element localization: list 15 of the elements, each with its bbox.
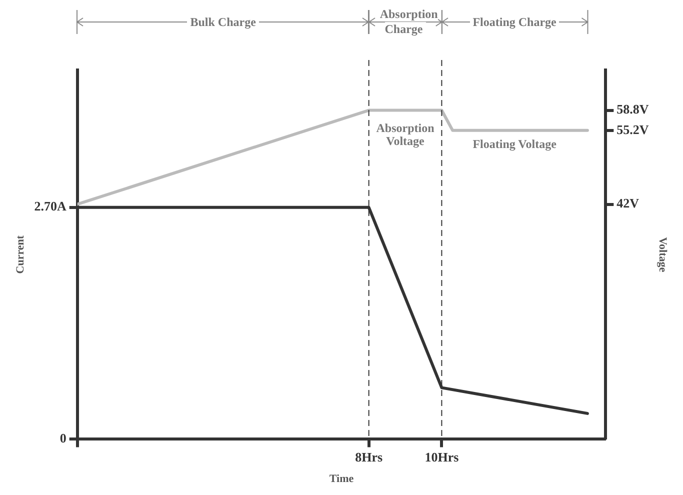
- text: Absorption Charge: [376, 7, 438, 36]
- annotation: Absorption Voltage: [375, 121, 436, 148]
- x-tick-label: 8Hrs: [355, 449, 383, 464]
- y-tick-label: 2.70A: [34, 198, 67, 214]
- y-tick-label: 0: [60, 430, 66, 446]
- y2-tick-label: 58.8V: [616, 102, 650, 117]
- y2-axis-title: Voltage: [656, 237, 669, 272]
- text: Floating Charge: [470, 14, 560, 28]
- y-axis-title: Current: [14, 235, 26, 274]
- y2-tick-label: 55.2V: [616, 122, 650, 137]
- x-tick-label: 10Hrs: [424, 449, 459, 464]
- annotation: Floating Voltage: [472, 137, 558, 152]
- y2-tick-label: 42V: [616, 196, 640, 211]
- text: Bulk Charge: [187, 14, 259, 28]
- x-axis-title: Time: [329, 473, 354, 486]
